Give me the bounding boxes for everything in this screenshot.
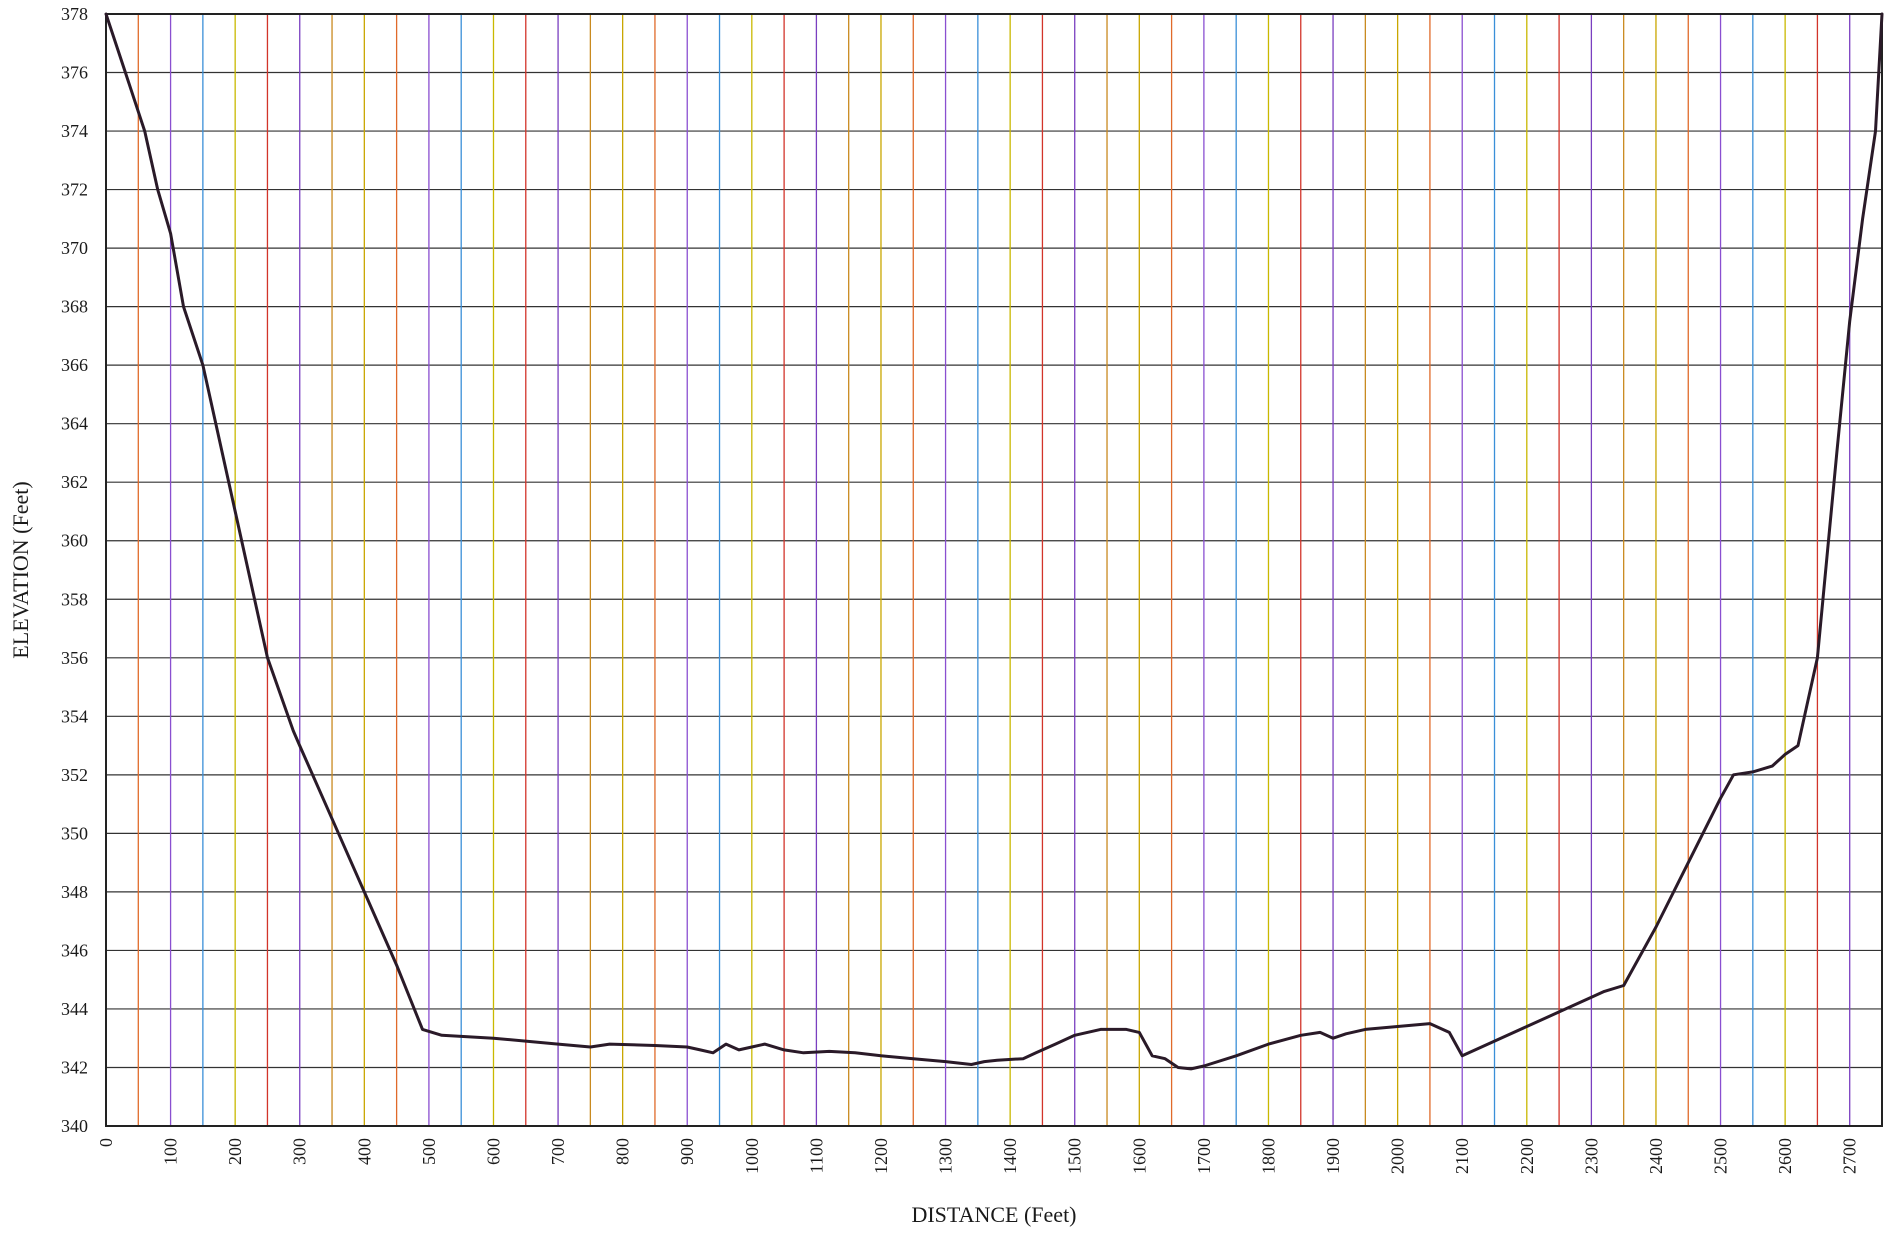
x-tick-label: 1100 [806, 1138, 826, 1173]
x-tick-label: 900 [677, 1138, 697, 1165]
x-tick-label: 1500 [1065, 1138, 1085, 1174]
x-tick-label: 700 [548, 1138, 568, 1165]
y-tick-label: 358 [61, 589, 88, 609]
x-tick-label: 2500 [1711, 1138, 1731, 1174]
x-tick-label: 300 [290, 1138, 310, 1165]
x-tick-label: 1200 [871, 1138, 891, 1174]
x-tick-label: 500 [419, 1138, 439, 1165]
plot-frame [105, 13, 1883, 1127]
y-axis-label: ELEVATION (Feet) [8, 481, 33, 658]
x-tick-label: 2000 [1388, 1138, 1408, 1174]
x-tick-label: 0 [96, 1138, 116, 1147]
y-tick-label: 376 [61, 63, 88, 83]
y-tick-label: 342 [61, 1057, 88, 1077]
x-tick-label: 800 [613, 1138, 633, 1165]
y-tick-label: 362 [61, 472, 88, 492]
y-tick-label: 350 [61, 823, 88, 843]
y-tick-label: 352 [61, 765, 88, 785]
x-tick-label: 400 [354, 1138, 374, 1165]
y-tick-label: 368 [61, 297, 88, 317]
x-tick-label: 1600 [1129, 1138, 1149, 1174]
y-tick-label: 356 [61, 648, 88, 668]
x-tick-label: 1300 [936, 1138, 956, 1174]
y-axis-tick-labels: 340 342 344 346 348 350 352 354 356 358 360 362 364 3… [61, 4, 88, 1136]
y-tick-label: 364 [61, 414, 88, 434]
y-tick-label: 366 [61, 355, 88, 375]
y-tick-label: 340 [61, 1116, 88, 1136]
y-tick-label: 360 [61, 531, 88, 551]
x-tick-label: 1400 [1000, 1138, 1020, 1174]
x-tick-label: 2200 [1517, 1138, 1537, 1174]
y-tick-label: 370 [61, 238, 88, 258]
x-tick-label: 2100 [1452, 1138, 1472, 1174]
x-tick-label: 1000 [742, 1138, 762, 1174]
x-axis-label: DISTANCE (Feet) [911, 1202, 1076, 1227]
x-tick-label: 600 [483, 1138, 503, 1165]
x-tick-label: 1800 [1258, 1138, 1278, 1174]
x-tick-label: 2400 [1646, 1138, 1666, 1174]
x-tick-label: 1900 [1323, 1138, 1343, 1174]
y-tick-label: 348 [61, 882, 88, 902]
x-tick-label: 2300 [1581, 1138, 1601, 1174]
x-axis-tick-labels: 0 100 200 300 400 500 600 700 800 900 1000 1100 1200… [96, 1138, 1860, 1174]
x-tick-label: 100 [161, 1138, 181, 1165]
y-tick-label: 354 [61, 706, 88, 726]
y-tick-label: 346 [61, 940, 88, 960]
y-tick-label: 344 [61, 999, 88, 1019]
y-tick-label: 372 [61, 180, 88, 200]
horizontal-gridlines [106, 13, 1882, 1127]
elevation-series-line [104, 12, 1884, 1071]
x-tick-label: 2600 [1775, 1138, 1795, 1174]
x-tick-label: 2700 [1840, 1138, 1860, 1174]
vertical-gridlines [105, 14, 1883, 1126]
x-tick-label: 200 [225, 1138, 245, 1165]
y-tick-label: 374 [61, 121, 88, 141]
y-tick-label: 378 [61, 4, 88, 24]
x-tick-label: 1700 [1194, 1138, 1214, 1174]
